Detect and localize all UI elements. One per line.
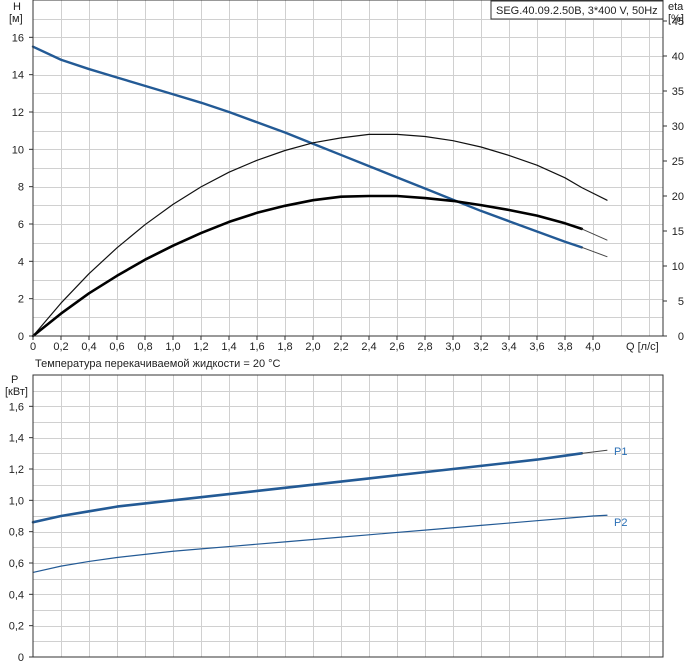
left-y-tick-label: 8 — [18, 182, 24, 194]
power-chart-series — [31, 449, 608, 573]
efficiency-curve-2 — [32, 133, 608, 337]
chart-title-box: SEG.40.09.2.50B, 3*400 V, 50Hz — [490, 0, 664, 20]
power-axis-label-symbol: P — [11, 374, 18, 386]
power-y-tick-label: 1,2 — [9, 464, 24, 476]
head-efficiency-chart: 0 0,2 0,4 0,6 0,8 1,0 1,2 1,4 1,6 1,8 2,0 2,2 2,4 2,6… — [9, 0, 684, 370]
x-tick-label: 3,4 — [501, 341, 516, 353]
x-tick-label: 1,2 — [193, 341, 208, 353]
x-tick-label: 3,8 — [557, 341, 572, 353]
fluid-temperature-note: Температура перекачиваемой жидкости = 20… — [35, 358, 281, 370]
right-y-tick-label: 20 — [672, 191, 684, 203]
right-y-tick-label: 25 — [672, 156, 684, 168]
x-tick-label: 3,2 — [473, 341, 488, 353]
x-tick-label: 4,0 — [585, 341, 600, 353]
chart-title: SEG.40.09.2.50B, 3*400 V, 50Hz — [496, 5, 658, 17]
x-tick-label: 2,8 — [417, 341, 432, 353]
power-curve-p1 — [31, 452, 584, 524]
left-y-tick-label: 16 — [12, 32, 24, 44]
power-y-tick-label: 1,0 — [9, 495, 24, 507]
right-y-tick-label: 0 — [678, 331, 684, 343]
power-y-tick-label: 0,4 — [9, 589, 24, 601]
right-y-tick-label: 15 — [672, 226, 684, 238]
x-tick-label: 0,6 — [109, 341, 124, 353]
power-chart-frame — [32, 374, 664, 658]
x-tick-label: 3,6 — [529, 341, 544, 353]
power-chart: 0 0,2 0,4 0,6 0,8 1,0 1,2 1,4 1,6 P [кВт] P1 P2 — [5, 374, 664, 664]
left-axis-label-unit: [м] — [9, 13, 23, 25]
power-y-tick-label: 0,8 — [9, 527, 24, 539]
legend-label-p2: P2 — [614, 517, 627, 529]
right-y-tick-label: 40 — [672, 51, 684, 63]
x-tick-label: 2,6 — [389, 341, 404, 353]
x-axis-label: Q [л/с] — [626, 341, 659, 353]
head-chart-ticks: 0 0,2 0,4 0,6 0,8 1,0 1,2 1,4 1,6 1,8 2,0 2,2 2,4 2,6… — [12, 16, 684, 353]
chart-title-frame — [490, 0, 664, 20]
head-chart-grid — [33, 0, 663, 336]
head-curve-0 — [31, 45, 583, 249]
power-y-tick-label: 0 — [18, 652, 24, 664]
power-y-tick-label: 0,6 — [9, 558, 24, 570]
right-y-tick-label: 5 — [678, 296, 684, 308]
right-y-tick-label: 30 — [672, 121, 684, 133]
left-y-tick-label: 2 — [18, 294, 24, 306]
power-axis-label-unit: [кВт] — [5, 386, 28, 398]
left-y-tick-label: 4 — [18, 256, 24, 268]
x-tick-label: 2,2 — [333, 341, 348, 353]
x-tick-label: 1,0 — [165, 341, 180, 353]
x-tick-label: 0,8 — [137, 341, 152, 353]
left-y-tick-label: 10 — [12, 144, 24, 156]
head-chart-frame — [32, 0, 664, 337]
legend-label-p1: P1 — [614, 446, 627, 458]
x-tick-label: 2,0 — [305, 341, 320, 353]
x-tick-label: 0,2 — [53, 341, 68, 353]
x-tick-label: 2,4 — [361, 341, 376, 353]
left-y-tick-label: 14 — [12, 70, 24, 82]
power-curve-tail-1 — [581, 449, 608, 454]
x-tick-label: 0,4 — [81, 341, 96, 353]
left-axis-label-symbol: H — [13, 1, 21, 13]
power-chart-grid — [33, 375, 663, 657]
right-y-tick-label: 45 — [672, 16, 684, 28]
left-y-tick-label: 6 — [18, 219, 24, 231]
x-tick-label: 1,4 — [221, 341, 236, 353]
power-chart-ticks: 0 0,2 0,4 0,6 0,8 1,0 1,2 1,4 1,6 — [9, 401, 33, 664]
x-tick-label: 1,8 — [277, 341, 292, 353]
right-y-tick-label: 10 — [672, 261, 684, 273]
head-chart-series — [31, 45, 608, 338]
head-curve-1 — [581, 246, 608, 258]
left-y-tick-label: 0 — [18, 331, 24, 343]
power-y-tick-label: 1,6 — [9, 401, 24, 413]
power-curve-p2 — [32, 514, 608, 573]
right-axis-label-unit: [%] — [668, 13, 684, 25]
x-tick-label: 3,0 — [445, 341, 460, 353]
efficiency-curve-4 — [581, 228, 608, 241]
power-y-tick-label: 0,2 — [9, 621, 24, 633]
x-tick-label: 1,6 — [249, 341, 264, 353]
right-y-tick-label: 35 — [672, 86, 684, 98]
power-y-tick-label: 1,4 — [9, 433, 24, 445]
x-tick-label: 0 — [30, 341, 36, 353]
right-axis-label-symbol: eta — [668, 1, 684, 13]
left-y-tick-label: 12 — [12, 107, 24, 119]
efficiency-curve-3 — [31, 194, 584, 338]
